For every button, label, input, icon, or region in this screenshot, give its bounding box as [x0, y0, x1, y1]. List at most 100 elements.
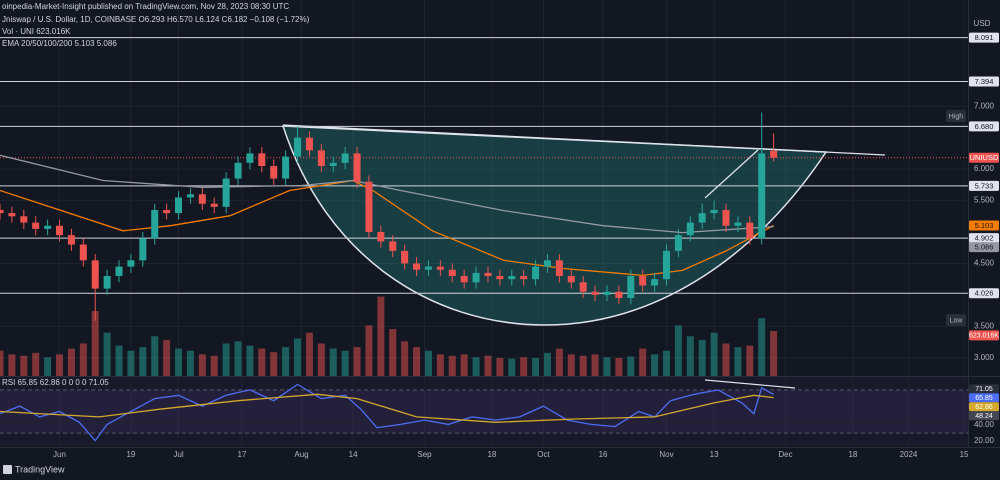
volume-bar — [270, 352, 278, 376]
level-label: 8.091 — [975, 33, 994, 42]
volume-bar — [698, 339, 706, 376]
volume-bar — [32, 352, 40, 376]
volume-bar — [436, 354, 444, 376]
volume-bar — [139, 347, 147, 376]
candle-body — [424, 266, 432, 270]
candle-body — [139, 238, 147, 261]
low-label: Low — [950, 317, 964, 324]
volume-bar — [282, 347, 290, 376]
candle-body — [722, 210, 730, 226]
volume-bar — [603, 357, 611, 376]
volume-bar — [258, 348, 266, 376]
candle-body — [0, 210, 4, 214]
volume-bar — [20, 355, 28, 376]
candle-body — [91, 260, 99, 289]
volume-bar — [734, 347, 742, 376]
ema-legend: EMA 20/50/100/200 5.103 5.086 — [2, 39, 117, 48]
level-label: 4.902 — [975, 234, 994, 243]
y-tick-label: 7.000 — [974, 101, 995, 110]
candle-body — [56, 225, 64, 236]
rsi-line — [0, 393, 774, 423]
x-tick-label: 15 — [960, 450, 969, 459]
candle-body — [186, 194, 194, 198]
candle-body — [389, 241, 397, 251]
trend-line — [704, 149, 759, 199]
candle-body — [353, 153, 361, 182]
volume-bar — [163, 339, 171, 376]
volume-bar — [543, 352, 551, 376]
volume-bar — [615, 357, 623, 376]
candle-body — [294, 137, 302, 157]
candle-body — [67, 235, 75, 245]
volume-bar — [389, 329, 397, 376]
candle-body — [651, 279, 659, 286]
volume-bar — [329, 348, 337, 376]
candle-body — [770, 150, 778, 158]
rsi-badge: 65.85 — [975, 395, 993, 402]
x-tick-label: Jun — [53, 450, 66, 459]
candle-body — [710, 210, 718, 214]
candle-body — [603, 291, 611, 295]
candle-body — [567, 276, 575, 283]
rsi-trend-line — [704, 379, 796, 389]
volume-bar — [234, 341, 242, 376]
volume-bar — [472, 357, 480, 376]
level-label: 5.733 — [975, 181, 994, 190]
ema-badge: 5.103 — [975, 221, 994, 230]
volume-bar — [341, 350, 349, 376]
level-label-bg — [969, 288, 999, 299]
y-tick-label: 6.000 — [974, 164, 995, 173]
volume-bar — [305, 332, 313, 376]
candle-body — [698, 213, 706, 223]
volume-bar — [186, 350, 194, 376]
high-badge — [946, 110, 966, 122]
rsi-badge-bg — [969, 402, 999, 412]
candle-body — [305, 137, 313, 151]
volume-bar — [520, 357, 528, 376]
volume-bar — [8, 354, 16, 376]
volume-bar — [294, 338, 302, 376]
candle-body — [20, 216, 28, 223]
volume-bar — [246, 345, 254, 376]
candle-body — [436, 266, 444, 270]
plot — [0, 37, 968, 442]
volume-bar — [567, 354, 575, 376]
candle-body — [639, 276, 647, 286]
candle-body — [175, 197, 183, 214]
x-tick-label: Jul — [173, 450, 183, 459]
y-tick-label: 3.500 — [974, 321, 995, 330]
volume-bar — [651, 354, 659, 376]
candle-body — [329, 162, 337, 166]
candle-body — [222, 178, 230, 207]
x-tick-label: 16 — [599, 450, 608, 459]
candle-body — [210, 203, 218, 207]
level-label-bg — [969, 76, 999, 87]
rsi-badge-bg — [969, 411, 999, 421]
volume-bar — [627, 356, 635, 376]
volume-bar — [555, 348, 563, 376]
level-label: 4.026 — [975, 289, 994, 298]
x-tick-label: 17 — [238, 450, 247, 459]
candle-body — [8, 213, 16, 217]
candle-body — [79, 244, 87, 261]
level-label: 7.394 — [975, 77, 994, 86]
candle-body — [246, 153, 254, 163]
volume-bar — [746, 345, 754, 376]
header-symbol: Jniswap / U.S. Dollar, 1D, COINBASE O6.2… — [2, 15, 310, 24]
volume-bar — [0, 350, 4, 376]
high-label: High — [949, 113, 964, 120]
candle-body — [413, 263, 421, 270]
rsi-tick-label: 20.00 — [974, 436, 995, 445]
volume-bar — [448, 355, 456, 376]
x-tick-label: 18 — [848, 450, 857, 459]
rsi-badge-bg — [969, 393, 999, 403]
x-tick-label: 19 — [126, 450, 135, 459]
volume-bar — [686, 336, 694, 376]
volume-bar — [365, 325, 373, 376]
volume-bar — [79, 343, 87, 376]
candle-body — [32, 222, 40, 229]
volume-bar — [377, 296, 385, 376]
